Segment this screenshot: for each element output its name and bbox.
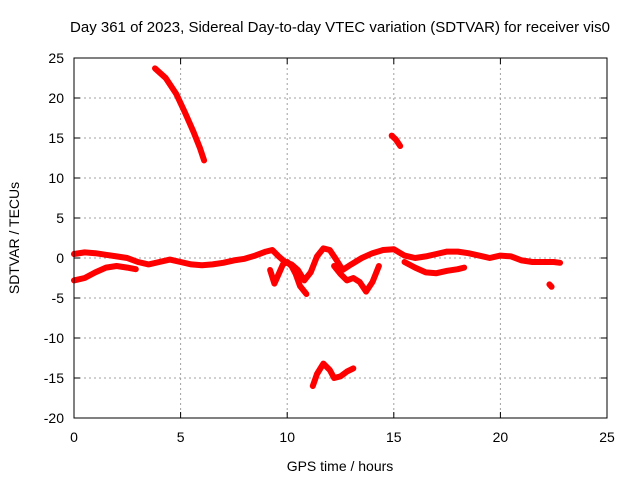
x-tick-label: 10 (279, 429, 295, 445)
x-tick-label: 25 (599, 429, 615, 445)
y-tick-label: -5 (52, 290, 65, 306)
y-tick-label: 0 (56, 250, 64, 266)
track-outlier (546, 281, 555, 290)
plot-frame (73, 57, 608, 419)
y-tick-label: 5 (56, 210, 64, 226)
y-axis-label: SDTVAR / TECUs (6, 182, 22, 294)
track-mid-dip (267, 259, 310, 297)
x-axis-label: GPS time / hours (287, 458, 394, 474)
y-tick-label: 15 (48, 130, 64, 146)
track-mid-right (331, 263, 382, 295)
y-tick-label: 25 (48, 50, 64, 66)
y-tick-label: 20 (48, 90, 64, 106)
x-tick-label: 5 (177, 429, 185, 445)
track-right-lower (401, 259, 468, 277)
y-tick-label: -15 (44, 370, 64, 386)
track-main-upper (71, 245, 564, 284)
x-tick-label: 0 (70, 429, 78, 445)
track-upper-left (152, 65, 208, 164)
y-tick-label: -10 (44, 330, 64, 346)
grid-layer (74, 58, 607, 418)
x-tick-label: 20 (493, 429, 509, 445)
chart-title: Day 361 of 2023, Sidereal Day-to-day VTE… (70, 19, 610, 36)
tick-layer: 0 5 10 15 20 25 -20 -15 -10 -5 0 5 10 15 20 25 (44, 50, 615, 445)
track-bottom (309, 360, 357, 389)
y-tick-label: 10 (48, 170, 64, 186)
track-main-lower (71, 263, 139, 284)
x-tick-label: 15 (386, 429, 402, 445)
track-upper-right (388, 132, 404, 149)
data-series-layer (71, 65, 564, 389)
y-tick-label: -20 (44, 410, 64, 426)
